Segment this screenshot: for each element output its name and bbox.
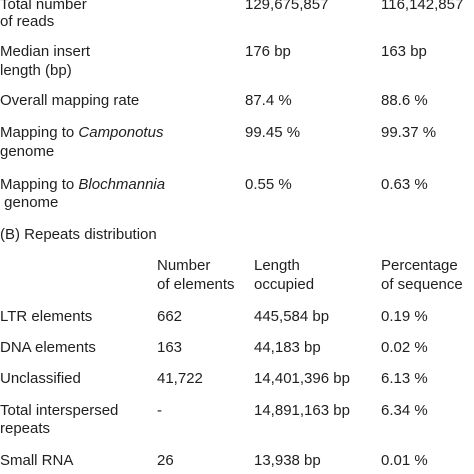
- table-cell: 163 bp: [381, 43, 427, 60]
- table-cell: 0.55 %: [245, 176, 292, 193]
- table-cell: -: [157, 402, 162, 419]
- table-cell: 0.02 %: [381, 339, 428, 356]
- column-header: Number: [157, 257, 211, 274]
- table-cell: 26: [157, 452, 174, 469]
- table-cell: 0.01 %: [381, 452, 428, 469]
- table-cell: 0.19 %: [381, 308, 428, 325]
- row-label: Mapping to Blochmannia: [0, 176, 166, 193]
- table-cell: 14,401,396 bp: [254, 370, 350, 387]
- table-cell: 6.34 %: [381, 402, 428, 419]
- row-label: length (bp): [0, 62, 72, 79]
- table-cell: 662: [157, 308, 183, 325]
- row-label: Total number: [0, 0, 87, 13]
- table-cell: 87.4 %: [245, 92, 292, 109]
- row-label: Total interspersed: [0, 402, 119, 419]
- table-cell: 99.37 %: [381, 124, 437, 141]
- row-label: genome: [0, 194, 59, 211]
- table-cell: 88.6 %: [381, 92, 428, 109]
- table-cell: 129,675,857: [245, 0, 329, 13]
- row-label: Unclassified: [0, 370, 81, 387]
- table-cell: 44,183 bp: [254, 339, 321, 356]
- column-header: Percentage: [381, 257, 458, 274]
- row-label: LTR elements: [0, 308, 93, 325]
- species-name: Blochmannia: [78, 176, 166, 193]
- table-cell: 14,891,163 bp: [254, 402, 350, 419]
- row-label: DNA elements: [0, 339, 96, 356]
- column-header: of sequence: [381, 276, 463, 293]
- table-cell: 176 bp: [245, 43, 291, 60]
- table-cell: 41,722: [157, 370, 203, 387]
- table-cell: 6.13 %: [381, 370, 428, 387]
- row-label: Mapping to Camponotus: [0, 124, 164, 141]
- column-header: Length: [254, 257, 300, 274]
- row-label: Small RNA: [0, 452, 74, 469]
- table-cell: 163: [157, 339, 183, 356]
- table-cell: 0.63 %: [381, 176, 428, 193]
- section-title: (B) Repeats distribution: [0, 226, 157, 243]
- row-label: of reads: [0, 13, 55, 30]
- table-cell: 116,142,857: [381, 0, 464, 13]
- table-cell: 445,584 bp: [254, 308, 330, 325]
- column-header: occupied: [254, 276, 315, 293]
- row-label: genome: [0, 143, 55, 160]
- row-label: Overall mapping rate: [0, 92, 140, 109]
- table-cell: 99.45 %: [245, 124, 301, 141]
- species-name: Camponotus: [78, 124, 164, 141]
- row-label: repeats: [0, 420, 51, 437]
- table-cell: 13,938 bp: [254, 452, 321, 469]
- row-label: Median insert: [0, 43, 91, 60]
- column-header: of elements: [157, 276, 235, 293]
